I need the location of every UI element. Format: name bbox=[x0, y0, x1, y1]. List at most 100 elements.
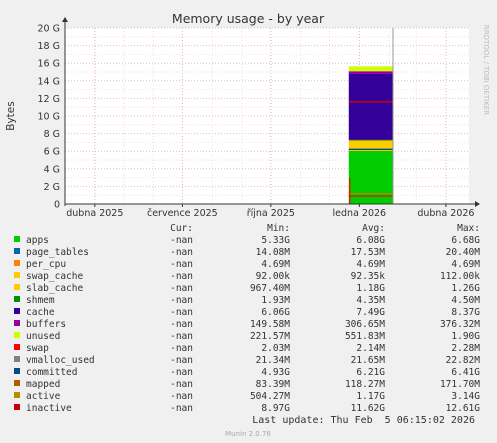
legend-value-cur: -nan bbox=[170, 343, 193, 354]
legend-swatch bbox=[14, 332, 20, 338]
legend-header: Avg: bbox=[362, 223, 385, 234]
legend-header: Cur: bbox=[170, 223, 193, 234]
legend-value-avg: 306.65M bbox=[345, 319, 385, 330]
rrdtool-credit: RRDTOOL / TOBI OETIKER bbox=[482, 25, 490, 115]
legend-swatch bbox=[14, 284, 20, 290]
legend-value-avg: 6.08G bbox=[356, 235, 385, 246]
legend-value-cur: -nan bbox=[170, 355, 193, 366]
y-tick-label: 16 G bbox=[38, 59, 60, 70]
area-apps bbox=[348, 150, 394, 204]
legend-swatch bbox=[14, 248, 20, 254]
legend-swatch bbox=[14, 392, 20, 398]
legend-series-name: page_tables bbox=[26, 247, 89, 258]
legend-value-min: 967.40M bbox=[250, 283, 290, 294]
legend-value-cur: -nan bbox=[170, 319, 193, 330]
legend-value-max: 6.41G bbox=[451, 367, 480, 378]
x-tick-labels: dubna 2025 července 2025 října 2025 ledna 2… bbox=[66, 208, 474, 219]
legend-value-min: 4.69M bbox=[261, 259, 290, 270]
legend-swatch bbox=[14, 236, 20, 242]
legend-series-name: slab_cache bbox=[26, 283, 83, 294]
legend-swatch bbox=[14, 320, 20, 326]
legend-value-max: 376.32M bbox=[440, 319, 480, 330]
legend-value-min: 6.06G bbox=[261, 307, 290, 318]
legend-series-name: active bbox=[26, 391, 61, 402]
legend-value-avg: 4.35M bbox=[356, 295, 385, 306]
x-tick-label: října 2025 bbox=[247, 208, 295, 219]
legend-value-max: 20.40M bbox=[446, 247, 481, 258]
legend-value-max: 6.68G bbox=[451, 235, 480, 246]
legend-value-min: 8.97G bbox=[261, 403, 290, 414]
legend-value-cur: -nan bbox=[170, 295, 193, 306]
legend-value-cur: -nan bbox=[170, 367, 193, 378]
legend-value-max: 3.14G bbox=[451, 391, 480, 402]
legend-series-name: shmem bbox=[26, 295, 55, 306]
legend-series-name: committed bbox=[26, 367, 77, 378]
line-series bbox=[348, 28, 394, 204]
legend-value-avg: 1.17G bbox=[356, 391, 385, 402]
legend-value-avg: 551.83M bbox=[345, 331, 385, 342]
area-unused bbox=[348, 66, 394, 72]
legend-value-cur: -nan bbox=[170, 331, 193, 342]
legend-value-avg: 6.21G bbox=[356, 367, 385, 378]
x-tick-label: dubna 2026 bbox=[417, 208, 474, 219]
legend-value-min: 504.27M bbox=[250, 391, 290, 402]
legend-value-min: 5.33G bbox=[261, 235, 290, 246]
legend-value-avg: 21.65M bbox=[351, 355, 386, 366]
legend-value-avg: 17.53M bbox=[351, 247, 386, 258]
area-cache bbox=[348, 73, 394, 140]
legend-series-name: swap_cache bbox=[26, 271, 83, 282]
y-tick-label: 20 G bbox=[38, 24, 60, 35]
y-tick-label: 6 G bbox=[44, 147, 60, 158]
legend-value-max: 4.50M bbox=[451, 295, 480, 306]
legend-swatch bbox=[14, 308, 20, 314]
legend-swatch bbox=[14, 296, 20, 302]
grid bbox=[64, 27, 469, 207]
x-tick-label: července 2025 bbox=[147, 208, 218, 219]
y-tick-label: 4 G bbox=[44, 164, 60, 175]
y-tick-label: 2 G bbox=[44, 182, 60, 193]
legend-value-avg: 11.62G bbox=[351, 403, 386, 414]
legend-value-cur: -nan bbox=[170, 391, 193, 402]
legend-value-min: 92.00k bbox=[256, 271, 291, 282]
legend-series-name: mapped bbox=[26, 379, 60, 390]
legend-value-min: 221.57M bbox=[250, 331, 290, 342]
legend-value-cur: -nan bbox=[170, 271, 193, 282]
legend-value-min: 149.58M bbox=[250, 319, 290, 330]
legend-value-avg: 92.35k bbox=[351, 271, 386, 282]
legend-value-max: 8.37G bbox=[451, 307, 480, 318]
legend-series-name: inactive bbox=[26, 403, 72, 414]
legend-swatch bbox=[14, 404, 20, 410]
legend-value-avg: 1.18G bbox=[356, 283, 385, 294]
legend-swatch bbox=[14, 272, 20, 278]
legend-value-max: 171.70M bbox=[440, 379, 480, 390]
y-tick-label: 12 G bbox=[38, 94, 60, 105]
area-shmem bbox=[348, 139, 394, 141]
y-tick-label: 0 bbox=[54, 200, 60, 211]
y-tick-label: 10 G bbox=[38, 112, 60, 123]
area-swap-cache bbox=[348, 150, 394, 151]
legend-series-name: unused bbox=[26, 331, 60, 342]
legend-value-max: 12.61G bbox=[446, 403, 481, 414]
legend-value-cur: -nan bbox=[170, 307, 193, 318]
x-tick-label: dubna 2025 bbox=[66, 208, 123, 219]
legend-value-max: 1.90G bbox=[451, 331, 480, 342]
legend-swatch bbox=[14, 380, 20, 386]
legend-header: Max: bbox=[457, 223, 480, 234]
munin-version: Munin 2.0.76 bbox=[225, 430, 271, 438]
stacked-areas bbox=[348, 66, 394, 204]
y-tick-labels: 0 2 G 4 G 6 G 8 G 10 G 12 G 14 G 16 G 18 G 20 G bbox=[38, 24, 60, 211]
legend-series-name: apps bbox=[26, 235, 49, 246]
legend-series-name: buffers bbox=[26, 319, 66, 330]
y-tick-label: 14 G bbox=[38, 76, 60, 87]
legend-series-name: vmalloc_used bbox=[26, 355, 95, 366]
legend-value-min: 14.08M bbox=[256, 247, 291, 258]
legend-swatch bbox=[14, 260, 20, 266]
area-slab-cache bbox=[348, 139, 394, 151]
legend-value-cur: -nan bbox=[170, 235, 193, 246]
legend-header: Min: bbox=[267, 223, 290, 234]
legend-series-name: swap bbox=[26, 343, 49, 354]
legend-value-cur: -nan bbox=[170, 379, 193, 390]
y-tick-label: 18 G bbox=[38, 41, 60, 52]
legend-swatch bbox=[14, 344, 20, 350]
